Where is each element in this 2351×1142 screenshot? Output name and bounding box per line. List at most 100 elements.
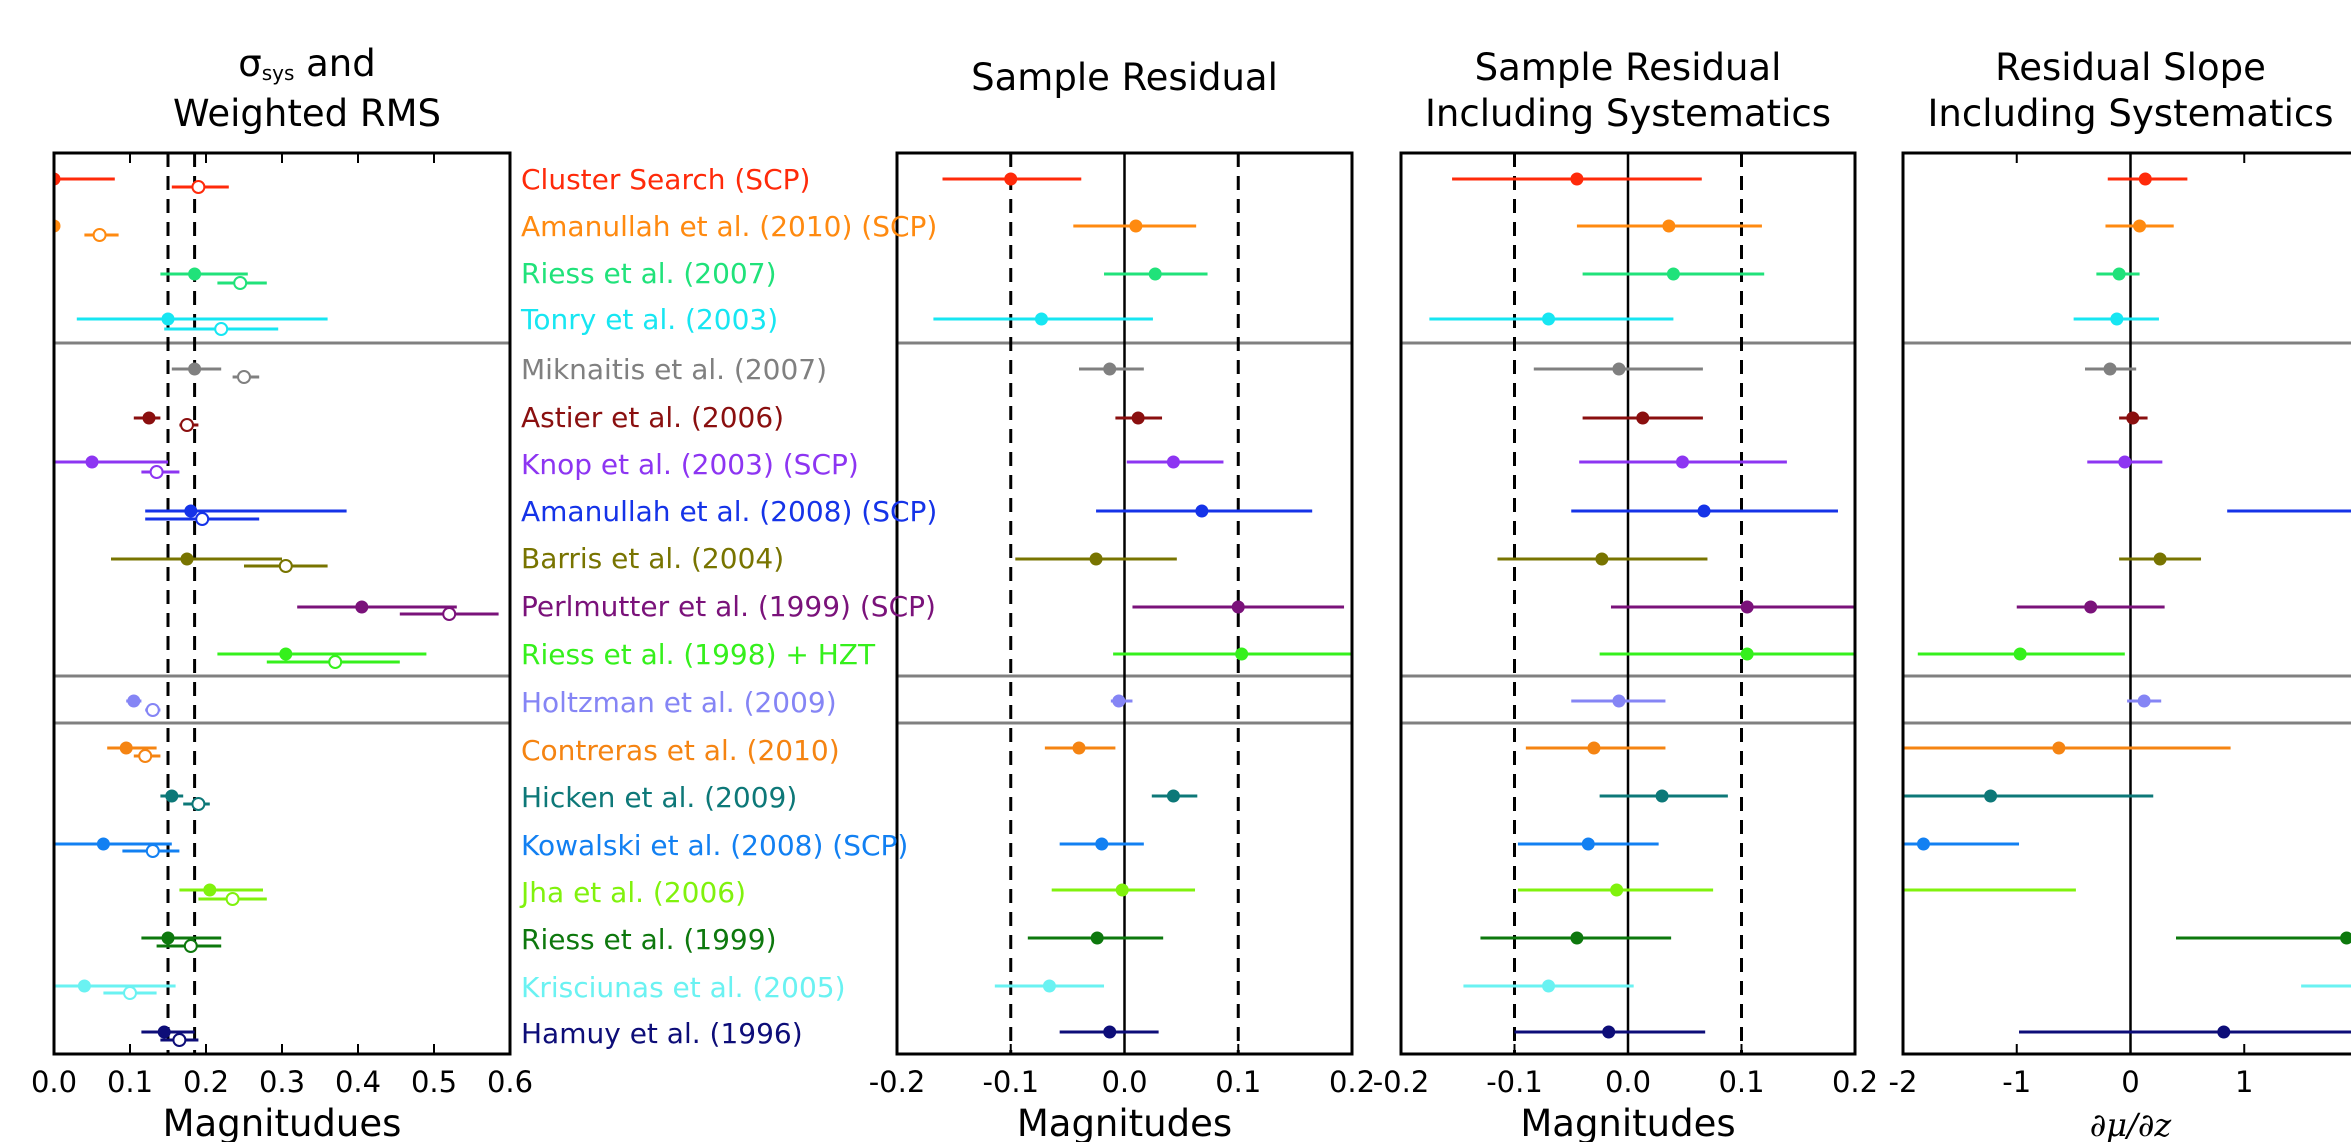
data-point-11: [279, 647, 293, 661]
x-tick-label: -0.1: [982, 1065, 1039, 1099]
data-point-10: [1231, 600, 1245, 614]
data-point-2: [1129, 219, 1143, 233]
data-point-5: [2103, 362, 2117, 376]
rms-marker-6: [180, 418, 194, 432]
x-tick-label: 0.3: [259, 1065, 305, 1099]
data-point-9: [1089, 552, 1103, 566]
data-point-3: [188, 267, 202, 281]
data-point-16: [203, 883, 217, 897]
panel-title: σsys and: [238, 42, 376, 85]
data-point-4: [161, 312, 175, 326]
data-point-12: [1612, 694, 1626, 708]
data-point-17: [1090, 931, 1104, 945]
survey-label: Riess et al. (2007): [521, 257, 777, 290]
survey-labels: Cluster Search (SCP) Amanullah et al. (20…: [519, 163, 937, 1050]
data-point-19: [1602, 1025, 1616, 1039]
x-axis-label: Magnitudues: [163, 1102, 402, 1142]
survey-label: Jha et al. (2006): [519, 876, 746, 909]
data-point-13: [1587, 741, 1601, 755]
x-tick-label: 0.6: [487, 1065, 533, 1099]
data-point-6: [1131, 411, 1145, 425]
rms-marker-12: [145, 703, 160, 717]
data-point-12: [127, 694, 141, 708]
data-point-16: [1863, 884, 1875, 896]
data-point-10: [2084, 600, 2098, 614]
data-point-9: [2153, 552, 2167, 566]
panel-3: -0.2 -0.1 0.0 0.1 0.2 Magnitudes Sample Residu…: [1373, 46, 1878, 1142]
rms-marker-17: [183, 939, 198, 953]
data-point-14: [1984, 789, 1998, 803]
panel-title: Sample Residual: [971, 56, 1278, 99]
plot-frame: [52, 151, 512, 1056]
rms-marker-16: [225, 892, 240, 906]
data-point-10: [355, 600, 369, 614]
x-axis-label: Magnitudes: [1017, 1102, 1232, 1142]
data-point-2: [1662, 219, 1676, 233]
data-point-19: [1103, 1025, 1117, 1039]
survey-label: Holtzman et al. (2009): [521, 686, 837, 719]
rms-marker-18: [123, 986, 137, 1000]
data-point-2: [2133, 219, 2147, 233]
data-point-16: [1610, 883, 1624, 897]
data-point-10: [1740, 600, 1754, 614]
data-point-14: [165, 789, 179, 803]
survey-label: Cluster Search (SCP): [521, 163, 810, 196]
x-tick-label: -0.1: [1486, 1065, 1543, 1099]
panel-2: -0.2 -0.1 0.0 0.1 0.2 Magnitudes Sample Residu…: [869, 56, 1375, 1142]
data-point-1: [1004, 172, 1018, 186]
data-point-4: [1034, 312, 1048, 326]
data-point-11: [1235, 647, 1249, 661]
data-point-9: [180, 552, 194, 566]
plot-frame: [1901, 151, 2351, 1056]
rms-marker-13: [138, 749, 153, 763]
rms-marker-14: [191, 797, 206, 811]
data-point-8: [1195, 504, 1209, 518]
x-tick-label: 0.1: [1215, 1065, 1261, 1099]
data-point-13: [119, 741, 133, 755]
data-point-7: [1675, 455, 1689, 469]
data-point-8: [1697, 504, 1711, 518]
data-point-1: [2138, 172, 2152, 186]
panel-title-line2: Including Systematics: [1928, 92, 2334, 135]
rms-marker-9: [278, 559, 293, 573]
rms-marker-5: [237, 370, 251, 384]
rms-marker-15: [145, 844, 160, 858]
x-tick-label: -2: [1889, 1065, 1918, 1099]
rms-marker-2: [92, 228, 107, 242]
survey-label: Knop et al. (2003) (SCP): [521, 448, 859, 481]
x-tick-label: -1: [2002, 1065, 2031, 1099]
data-point-9: [1595, 552, 1609, 566]
data-point-13: [2052, 741, 2066, 755]
data-point-3: [1666, 267, 1680, 281]
data-point-7: [2118, 455, 2132, 469]
data-point-18: [1542, 979, 1556, 993]
x-tick-label: 0.1: [1718, 1065, 1764, 1099]
data-point-17: [161, 931, 175, 945]
panel-1: 0.0 0.1 0.2 0.3 0.4 0.5 0.6 Magnitudues σsys and…: [31, 42, 533, 1142]
x-tick-label: -0.2: [1373, 1065, 1430, 1099]
panel-title: Residual Slope: [1995, 46, 2266, 89]
rms-marker-19: [172, 1033, 187, 1047]
x-tick-label: 0.0: [1605, 1065, 1651, 1099]
data-point-15: [1095, 837, 1109, 851]
data-point-3: [1148, 267, 1162, 281]
data-point-6: [142, 411, 156, 425]
x-tick-label: 0.5: [411, 1065, 457, 1099]
survey-label: Kowalski et al. (2008) (SCP): [521, 829, 908, 862]
survey-label: Tonry et al. (2003): [520, 303, 778, 336]
data-point-15: [1581, 837, 1595, 851]
data-point-6: [2126, 411, 2140, 425]
data-point-14: [1655, 789, 1669, 803]
rms-marker-7: [149, 465, 164, 479]
survey-label: Riess et al. (1999): [521, 923, 777, 956]
data-point-7: [85, 455, 99, 469]
data-point-7: [1166, 455, 1180, 469]
x-tick-label: 0.1: [107, 1065, 153, 1099]
data-point-3: [2112, 267, 2126, 281]
survey-label: Riess et al. (1998) + HZT: [521, 638, 876, 671]
data-point-1: [1570, 172, 1584, 186]
rms-marker-1: [191, 180, 206, 194]
x-tick-label: 0: [2121, 1065, 2139, 1099]
